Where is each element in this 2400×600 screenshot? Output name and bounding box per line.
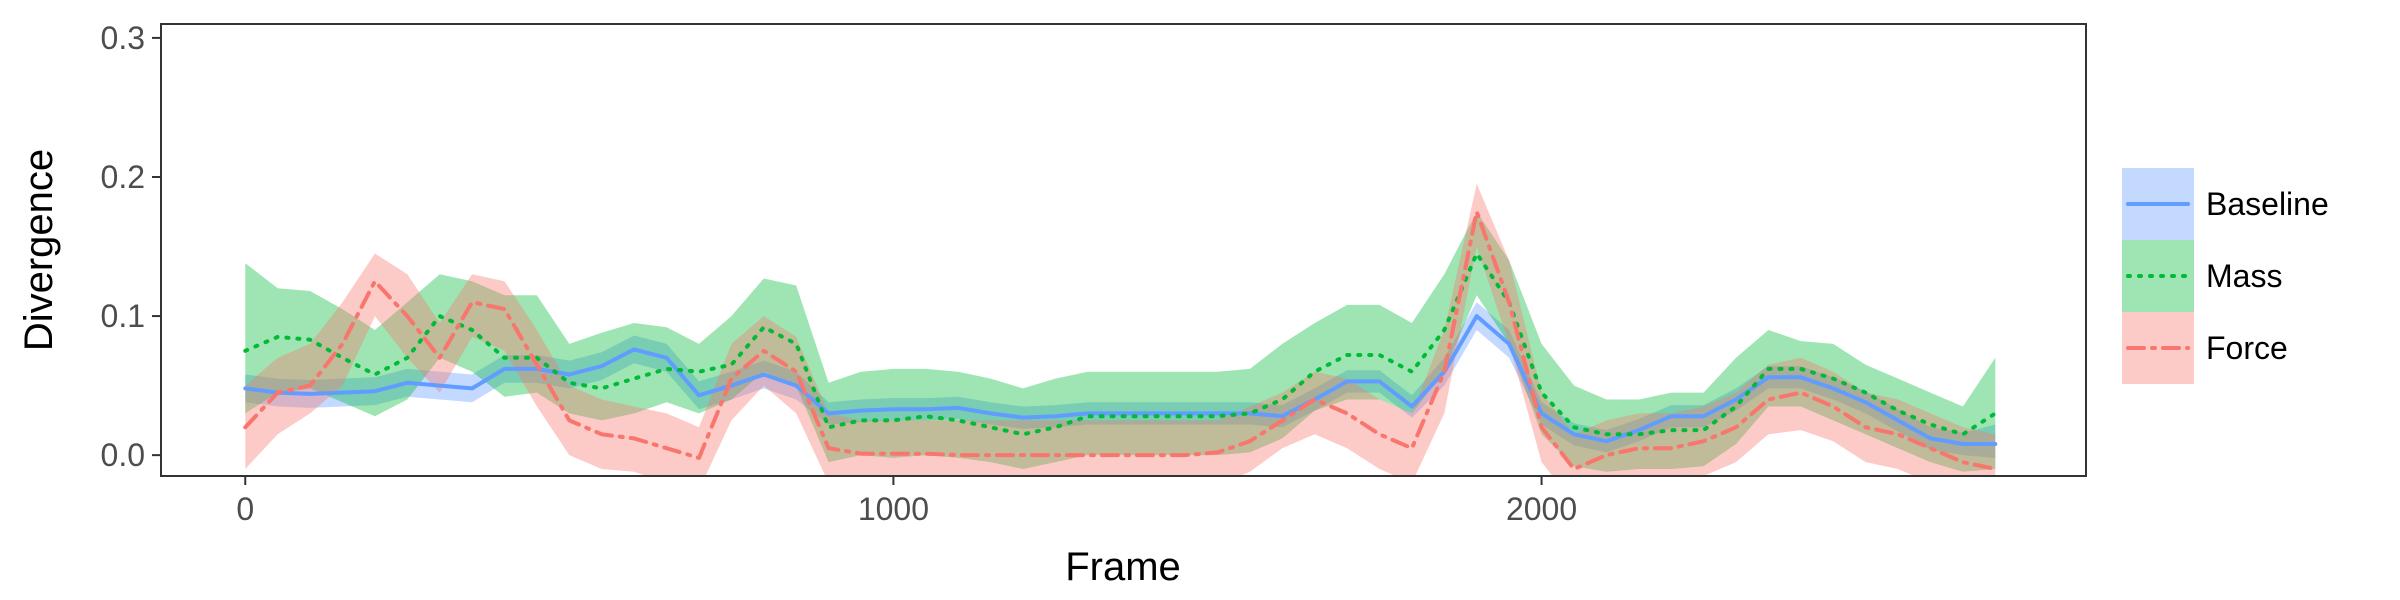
legend-label-baseline: Baseline bbox=[2206, 186, 2329, 222]
series-lines bbox=[243, 209, 1998, 471]
confidence-bands bbox=[245, 183, 1996, 476]
plot-border bbox=[160, 23, 2087, 477]
line-baseline bbox=[243, 314, 1998, 446]
legend-label-mass: Mass bbox=[2206, 258, 2282, 294]
line-mass bbox=[243, 251, 1998, 437]
y-axis: 0.0 0.1 0.2 0.3 bbox=[101, 20, 161, 473]
y-tick-label: 0.3 bbox=[101, 20, 145, 56]
band-mass bbox=[245, 211, 1996, 472]
plot-background bbox=[161, 24, 2086, 476]
y-tick-label: 0.1 bbox=[101, 298, 145, 334]
y-tick-label: 0.0 bbox=[101, 437, 145, 473]
band-baseline bbox=[245, 302, 1996, 458]
x-axis-title: Frame bbox=[1065, 545, 1181, 589]
x-tick-label: 0 bbox=[236, 491, 254, 527]
legend-entry-mass: Mass bbox=[2122, 240, 2282, 312]
x-tick-label: 2000 bbox=[1506, 491, 1577, 527]
line-force bbox=[243, 209, 1998, 471]
legend: Baseline Mass Force bbox=[2122, 168, 2329, 384]
x-axis: 0 1000 2000 bbox=[236, 476, 1577, 527]
y-tick-label: 0.2 bbox=[101, 159, 145, 195]
legend-entry-baseline: Baseline bbox=[2122, 168, 2329, 240]
x-tick-label: 1000 bbox=[858, 491, 929, 527]
y-axis-title: Divergence bbox=[17, 149, 61, 351]
legend-entry-force: Force bbox=[2122, 312, 2288, 384]
legend-label-force: Force bbox=[2206, 330, 2288, 366]
